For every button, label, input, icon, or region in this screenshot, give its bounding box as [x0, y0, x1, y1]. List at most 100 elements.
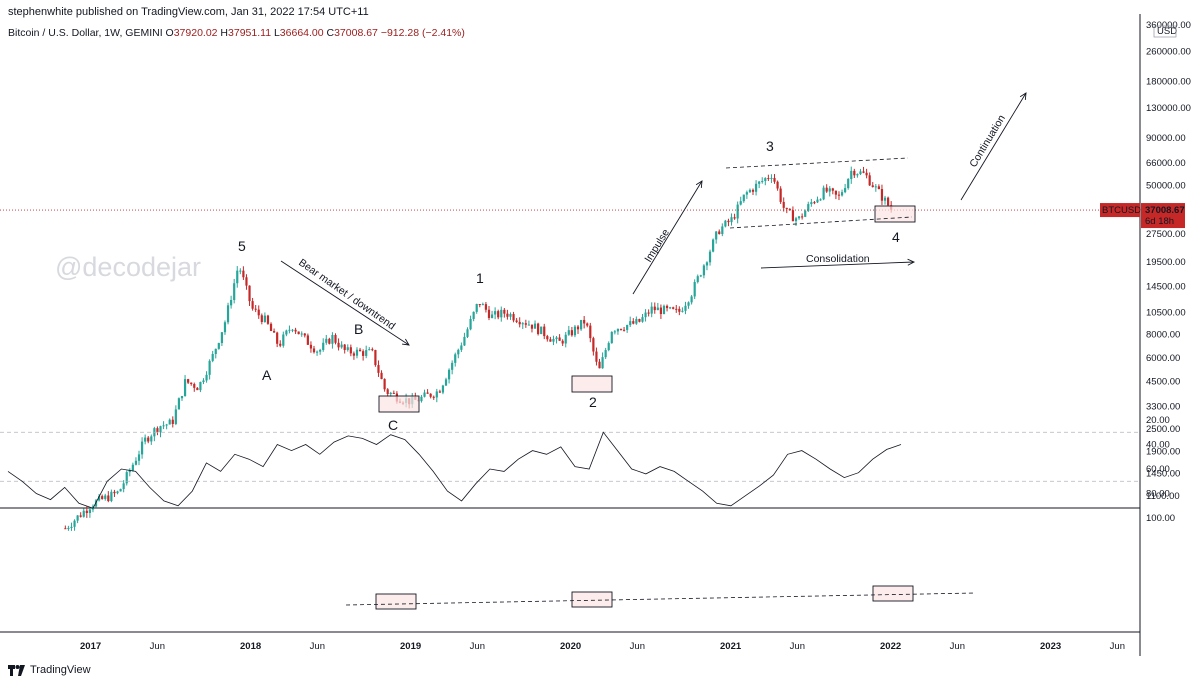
- candle-body: [365, 350, 368, 356]
- candle-body: [564, 334, 567, 344]
- candle-body: [128, 470, 131, 473]
- watermark-text: @decodejar: [55, 252, 201, 282]
- candle-body: [312, 348, 316, 353]
- candle-body: [294, 329, 297, 332]
- candle-body: [214, 348, 217, 354]
- candle-body: [358, 349, 362, 352]
- candle-body: [672, 307, 675, 309]
- candle-body: [856, 174, 859, 176]
- candle-body: [883, 197, 887, 201]
- candle-body: [140, 441, 144, 455]
- price-tick-label: 14500.00: [1146, 281, 1186, 292]
- candle-body: [515, 320, 518, 322]
- candle-body: [776, 181, 779, 189]
- candle-body: [319, 349, 322, 352]
- candle-body: [190, 382, 193, 385]
- time-tick-label: 2018: [240, 641, 261, 652]
- candle-body: [340, 344, 343, 348]
- candle-body: [644, 312, 647, 318]
- consolidation-arrow-head: [907, 258, 916, 266]
- ohlc-value-O: 37920.02: [173, 27, 218, 39]
- consolidation-arrow: [760, 261, 915, 269]
- candle-body: [494, 311, 497, 315]
- candle-body: [696, 276, 699, 283]
- candle-body: [770, 177, 773, 179]
- candle-body: [331, 335, 334, 344]
- ohlc-key-C: C: [323, 27, 335, 39]
- candle-body: [254, 308, 257, 310]
- candle-body: [598, 361, 601, 369]
- candle-body: [260, 315, 263, 322]
- candle-body: [675, 308, 678, 310]
- candle-body: [478, 304, 481, 306]
- candle-body: [134, 460, 138, 465]
- candle-body: [392, 392, 395, 394]
- box-wave-4: [874, 205, 916, 223]
- candle-body: [220, 332, 224, 344]
- candle-body: [601, 357, 604, 369]
- candle-body: [546, 336, 549, 340]
- candle-body: [119, 489, 122, 492]
- candle-body: [282, 334, 285, 346]
- candle-body: [767, 178, 770, 180]
- candle-body: [484, 304, 488, 310]
- candle-body: [549, 339, 552, 342]
- candle-body: [877, 186, 880, 190]
- candle-body: [346, 347, 349, 350]
- candle-body: [67, 527, 70, 529]
- candle-body: [297, 331, 300, 335]
- candle-body: [561, 340, 564, 344]
- ohlc-key-L: L: [271, 27, 280, 39]
- tradingview-footer[interactable]: TradingView: [8, 664, 91, 676]
- candle-body: [788, 208, 791, 211]
- box-wave-C: [378, 395, 420, 413]
- candle-body: [632, 321, 635, 324]
- candle-body: [653, 306, 656, 311]
- candle-body: [570, 330, 573, 336]
- candle-body: [739, 201, 742, 205]
- time-tick-label: Jun: [1110, 641, 1125, 652]
- candle-body: [764, 178, 767, 182]
- symbol-legend[interactable]: Bitcoin / U.S. Dollar, 1W, GEMINI O37920…: [8, 27, 465, 39]
- time-tick-label: Jun: [790, 641, 805, 652]
- candle-body: [530, 324, 534, 329]
- price-tick-label: 50000.00: [1146, 181, 1186, 192]
- candle-body: [619, 328, 623, 330]
- candle-body: [635, 319, 638, 324]
- candle-body: [383, 379, 386, 390]
- candle-body: [362, 351, 365, 356]
- candle-body: [533, 323, 537, 329]
- candle-body: [868, 175, 871, 186]
- candle-body: [641, 317, 644, 322]
- candle-body: [527, 324, 531, 326]
- candle-body: [202, 380, 205, 383]
- candle-body: [816, 199, 819, 203]
- wave-label-3: 3: [766, 138, 774, 154]
- candle-body: [558, 337, 561, 341]
- candle-body: [552, 339, 555, 342]
- candle-body: [98, 496, 101, 501]
- candle-body: [380, 372, 383, 380]
- consolidation-label: Consolidation: [806, 253, 870, 265]
- candle-body: [669, 307, 672, 309]
- candle-body: [837, 194, 841, 196]
- candle-body: [162, 425, 165, 427]
- candle-body: [272, 330, 276, 333]
- candle-body: [104, 495, 107, 499]
- candle-body: [82, 510, 85, 517]
- impulse-arrow: [632, 180, 703, 295]
- candle-body: [782, 201, 785, 208]
- candle-body: [622, 329, 626, 331]
- candle-body: [487, 309, 491, 318]
- candle-body: [853, 170, 856, 176]
- price-tick-label: 66000.00: [1146, 158, 1186, 169]
- wave-label-C: C: [388, 417, 398, 433]
- ohlc-value-H: 37951.11: [228, 27, 272, 39]
- candle-body: [211, 353, 214, 361]
- candle-body: [217, 343, 220, 349]
- candle-body: [730, 217, 733, 223]
- candle-body: [785, 207, 788, 209]
- rsi-tick-label: 60.00: [1146, 464, 1170, 475]
- candle-body: [306, 335, 309, 345]
